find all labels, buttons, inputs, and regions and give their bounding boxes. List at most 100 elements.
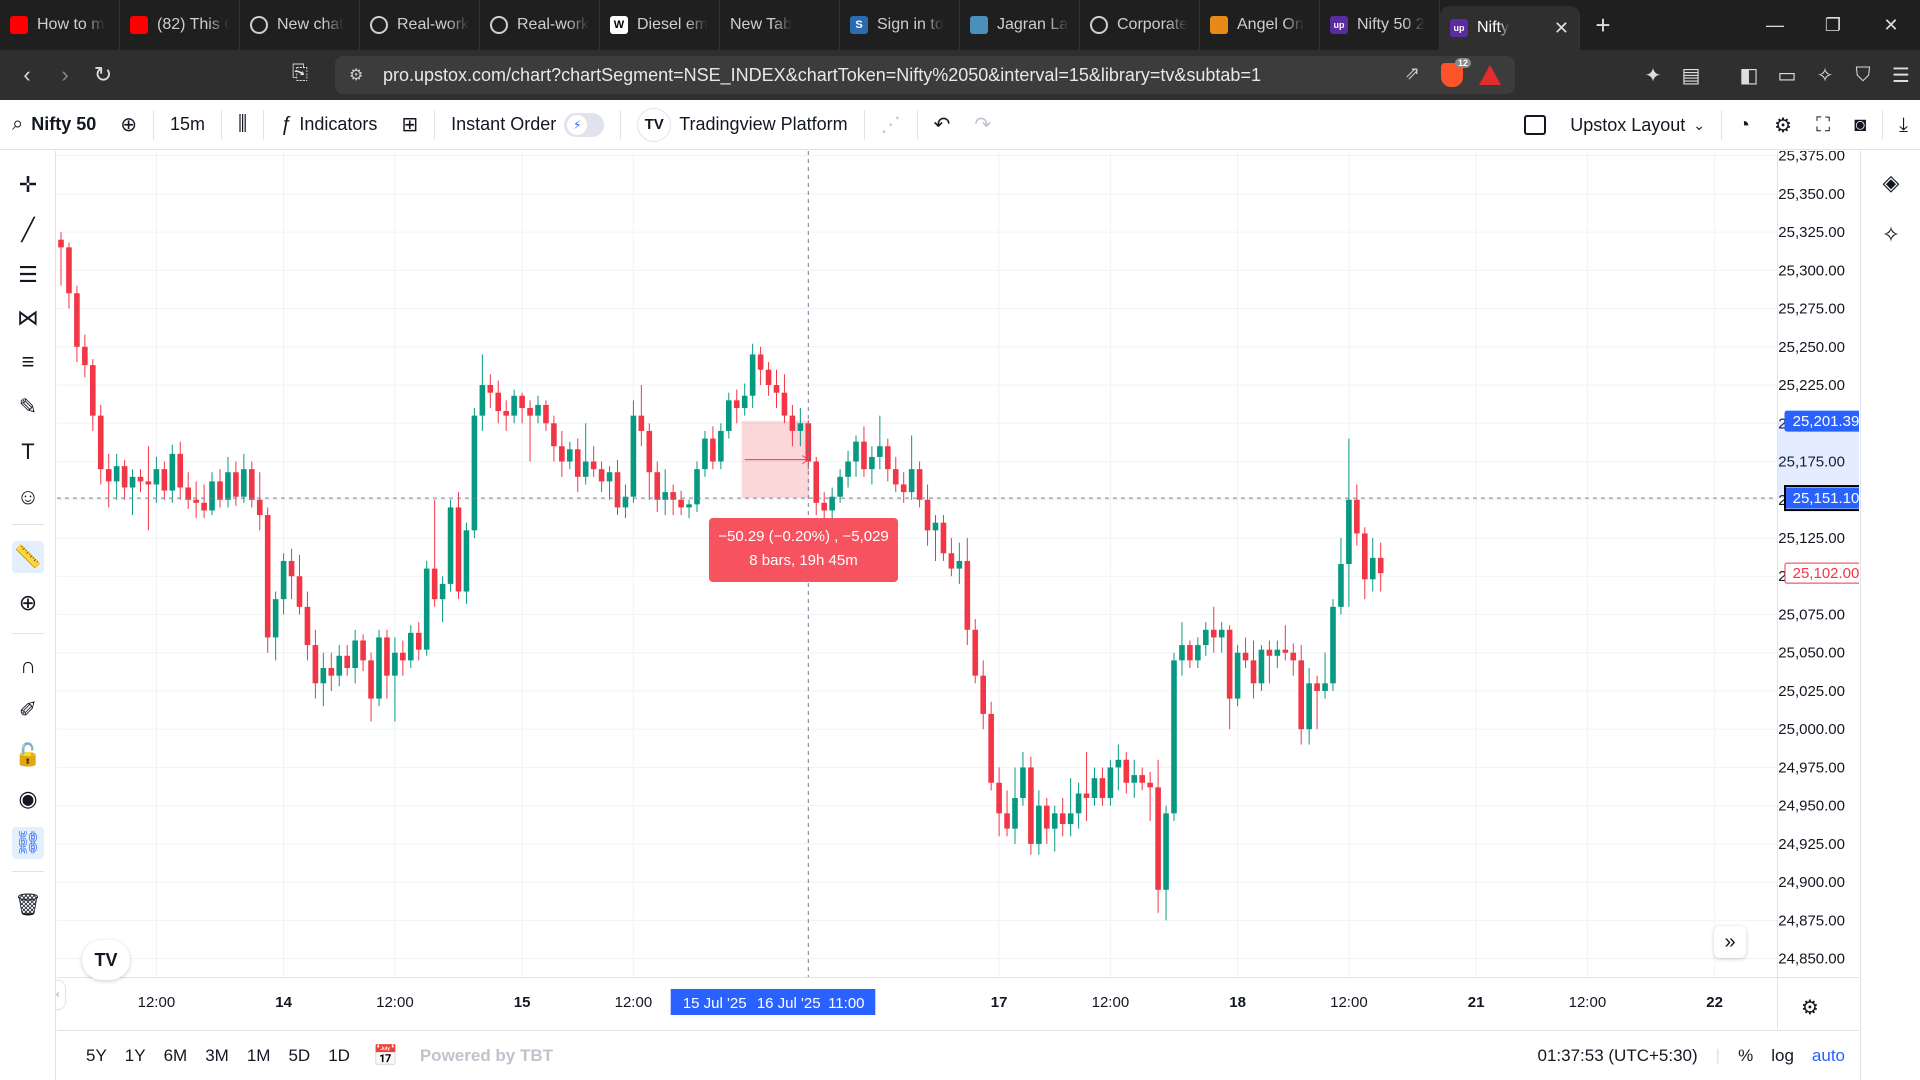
sidebar-icon[interactable]: ◧ [1739, 64, 1759, 87]
interval-button[interactable]: 15m [158, 100, 217, 149]
undo-button[interactable]: ↶ [922, 100, 963, 149]
goto-date-icon[interactable]: 📅 [372, 1045, 398, 1067]
share-icon[interactable]: ⇗ [1404, 63, 1420, 83]
pattern-icon[interactable]: ⋈ [17, 305, 39, 330]
redo-button[interactable]: ↷ [962, 100, 1003, 149]
y-tick-label: 25,350.00 [1778, 186, 1845, 203]
layers-icon[interactable]: ◈ [1882, 170, 1900, 195]
range-6m[interactable]: 6M [163, 1045, 188, 1065]
zoom-in-icon[interactable]: ⊕ [18, 590, 38, 615]
candle-body [209, 481, 215, 511]
link-icon[interactable]: ⛓ [12, 827, 44, 859]
axis-settings-icon[interactable]: ⚙ [1801, 997, 1819, 1019]
undo-icon: ↶ [933, 114, 951, 136]
layout-checkbox-icon[interactable] [1524, 115, 1547, 135]
trendline-icon[interactable]: ╱ [21, 217, 35, 242]
settings-button[interactable]: ⚙ [1762, 100, 1804, 150]
compare-button[interactable]: ⊕ [108, 100, 149, 149]
reload-icon[interactable]: ↻ [93, 62, 113, 87]
percent-toggle[interactable]: % [1738, 1045, 1754, 1065]
tradingview-logo-icon: TV [637, 107, 672, 142]
chart-type-button[interactable]: ⫼ [226, 100, 259, 149]
range-1y[interactable]: 1Y [124, 1045, 146, 1065]
lock-icon[interactable]: 🔓 [14, 742, 42, 767]
reader-icon[interactable]: ▤ [1681, 64, 1701, 87]
browser-tab-active[interactable]: up Nifty ✕ [1440, 6, 1580, 50]
maximize-icon[interactable]: ❐ [1824, 14, 1842, 35]
tradingview-badge-icon[interactable]: TV [82, 940, 130, 980]
snapshot-button[interactable]: ◙ [1842, 100, 1878, 150]
replay-icon: ⋰ [880, 114, 901, 136]
x-tick-label: 12:00 [1330, 994, 1368, 1011]
browser-tab[interactable]: W Diesel em [600, 0, 720, 50]
candle-body [1044, 805, 1050, 829]
range-3m[interactable]: 3M [205, 1045, 229, 1065]
range-5d[interactable]: 5D [288, 1045, 311, 1065]
browser-tab[interactable]: S Sign in to [840, 0, 960, 50]
range-1m[interactable]: 1M [246, 1045, 271, 1065]
eye-icon[interactable]: ◉ [18, 786, 38, 811]
candle-body [1362, 533, 1368, 580]
vpn-icon[interactable]: ⛉ [1855, 63, 1871, 86]
text-icon[interactable]: T [21, 439, 35, 464]
browser-tab[interactable]: New chat [240, 0, 360, 50]
x-tick-label: 12:00 [1569, 994, 1607, 1011]
minimize-icon[interactable]: — [1766, 14, 1784, 35]
browser-tab[interactable]: (82) This C [120, 0, 240, 50]
replay-button[interactable]: ⋰ [869, 100, 913, 149]
leo-ai-icon[interactable]: ✧ [1816, 64, 1834, 87]
browser-tab[interactable]: Corporate [1080, 0, 1200, 50]
browser-tab[interactable]: Real-work [480, 0, 600, 50]
candle-body [996, 782, 1002, 814]
browser-tab[interactable]: up Nifty 50 2 [1320, 0, 1440, 50]
platform-button[interactable]: TV Tradingview Platform [625, 100, 859, 149]
range-1d[interactable]: 1D [328, 1045, 350, 1065]
download-button[interactable]: ⤓ [1887, 100, 1920, 150]
fullscreen-button[interactable]: ⛶ [1804, 100, 1842, 150]
symbol-search[interactable]: ⌕ Nifty 50 [0, 100, 108, 149]
indicators-button[interactable]: ƒ Indicators [268, 100, 389, 149]
clock[interactable]: 01:37:53 (UTC+5:30) [1537, 1045, 1698, 1065]
bookmark-icon[interactable]: ⎘ [292, 62, 308, 84]
browser-tab[interactable]: Angel On [1200, 0, 1320, 50]
brave-rewards-icon[interactable] [1479, 65, 1501, 85]
instant-order-toggle[interactable] [564, 112, 605, 137]
auto-toggle[interactable]: auto [1811, 1045, 1845, 1065]
scroll-to-realtime-icon[interactable]: » [1714, 926, 1746, 958]
wallet-icon[interactable]: ▭ [1777, 64, 1797, 87]
quick-search-button[interactable]: ◔ [1726, 100, 1762, 150]
back-icon[interactable]: ‹ [23, 62, 31, 87]
layout-select[interactable]: Upstox Layout ⌄ [1512, 100, 1717, 150]
magnet-icon[interactable]: ∩ [20, 653, 36, 678]
log-toggle[interactable]: log [1771, 1045, 1794, 1065]
range-5y[interactable]: 5Y [86, 1045, 107, 1065]
trash-icon[interactable]: 🗑 [14, 892, 42, 917]
address-bar[interactable]: ⚙ pro.upstox.com/chart?chartSegment=NSE_… [335, 56, 1515, 94]
brush-icon[interactable]: ✎ [18, 394, 38, 419]
stay-drawing-icon[interactable]: ✐ [18, 697, 38, 722]
divider [620, 109, 622, 140]
menu-icon[interactable]: ☰ [1892, 64, 1910, 87]
brave-shields-icon[interactable]: 12 [1441, 58, 1471, 87]
new-tab-icon[interactable]: + [1595, 9, 1611, 40]
browser-tab[interactable]: Real-work [360, 0, 480, 50]
candle-body [264, 515, 271, 638]
close-tab-icon[interactable]: ✕ [1553, 17, 1569, 38]
browser-tab[interactable]: New Tab [720, 0, 840, 50]
crosshair-icon[interactable]: ✛ [18, 172, 38, 197]
extensions-icon[interactable]: ✦ [1644, 64, 1662, 87]
ruler-icon[interactable]: 📏 [12, 541, 44, 573]
browser-tab[interactable]: How to m [0, 0, 120, 50]
emoji-icon[interactable]: ☺ [16, 484, 40, 509]
price-chart[interactable]: 25,375.00 25,350.00 25,325.00 25,300.00 25,2… [57, 151, 1859, 1029]
candle-body [813, 461, 820, 503]
fib-retracement-icon[interactable]: ☰ [18, 262, 38, 287]
forward-icon[interactable]: › [61, 62, 69, 87]
site-info-icon[interactable]: ⚙ [349, 67, 364, 84]
y-tick-label: 25,050.00 [1778, 645, 1845, 662]
browser-tab[interactable]: Jagran Lal [960, 0, 1080, 50]
projection-icon[interactable]: ≡ [21, 349, 35, 374]
templates-button[interactable]: ⊞ [389, 100, 430, 149]
sparkle-icon[interactable]: ✧ [1881, 222, 1901, 247]
close-window-icon[interactable]: ✕ [1883, 14, 1899, 35]
